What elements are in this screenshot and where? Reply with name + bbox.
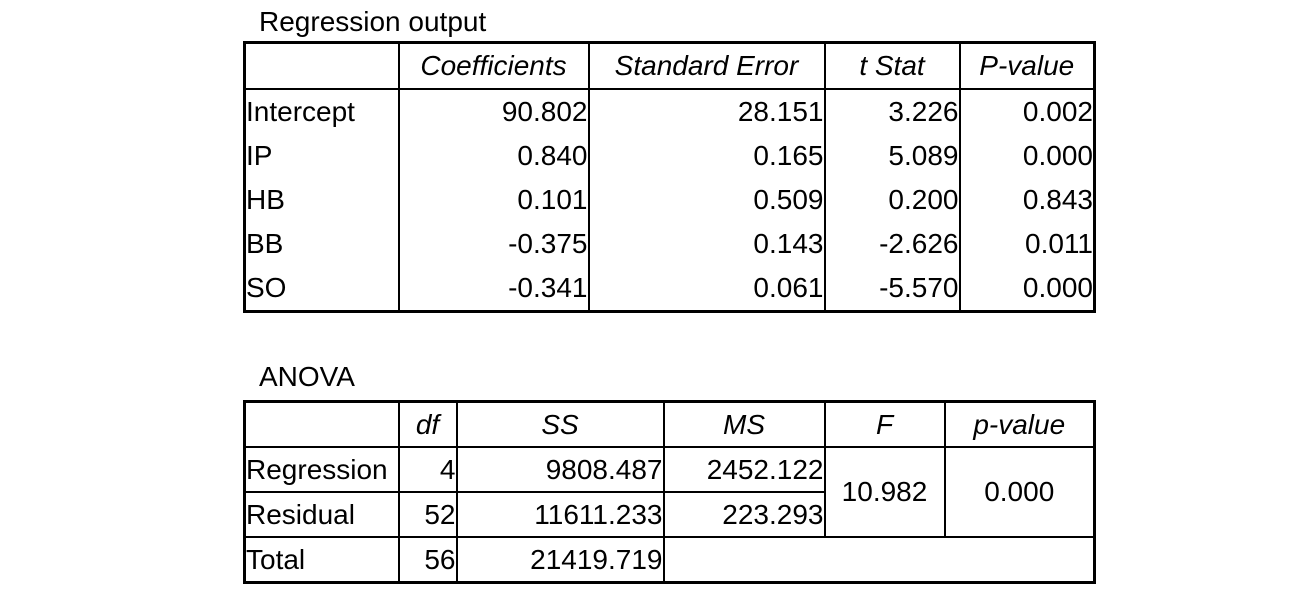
row-label: HB bbox=[246, 184, 285, 215]
row-label: BB bbox=[246, 228, 284, 259]
row-label: SO bbox=[246, 272, 287, 303]
coefficient-cell: 0.101 bbox=[397, 178, 589, 222]
coefficient-cell: 0.840 bbox=[397, 134, 589, 178]
row-label: Regression bbox=[246, 453, 388, 485]
table-row: Regression 4 9808.487 2452.122 10.982 0.… bbox=[245, 447, 1095, 537]
standard-error-cell: 0.509 bbox=[587, 178, 825, 222]
p-value-cell: 0.002 bbox=[958, 89, 1095, 134]
f-value-cell-merged: 10.982 bbox=[823, 447, 945, 537]
df-cell: 52 bbox=[397, 491, 457, 537]
standard-error-cell: 0.143 bbox=[587, 222, 825, 266]
table-row: Total 56 21419.719 bbox=[244, 536, 1095, 583]
column-header-ss: SS bbox=[455, 401, 664, 448]
column-header-blank bbox=[244, 42, 399, 90]
column-header-p-value: P-value bbox=[958, 42, 1095, 90]
column-header-blank bbox=[244, 401, 399, 448]
regression-table: Coefficients Standard Error t Stat P-val… bbox=[243, 41, 1096, 313]
column-header-f: F bbox=[823, 401, 945, 448]
ss-cell: 11611.233 bbox=[455, 491, 664, 537]
ss-cell: 21419.719 bbox=[455, 536, 664, 583]
column-header-standard-error: Standard Error bbox=[587, 42, 825, 90]
p-value-cell: 0.843 bbox=[958, 178, 1095, 222]
t-stat-cell: 3.226 bbox=[823, 89, 960, 134]
row-label: IP bbox=[246, 140, 273, 171]
ms-cell: 2452.122 bbox=[662, 447, 825, 492]
column-header-p-value: p-value bbox=[943, 401, 1095, 448]
df-cell: 56 bbox=[397, 536, 457, 583]
regression-table-title: Regression output bbox=[259, 6, 487, 37]
table-row: Residual 52 11611.233 223.293 bbox=[244, 491, 1095, 537]
t-stat-cell: -2.626 bbox=[823, 222, 960, 266]
table-row: Intercept 90.802 28.151 3.226 0.002 bbox=[245, 89, 1095, 134]
df-cell: 4 bbox=[397, 447, 457, 492]
anova-table: df SS MS F p-value Regression 4 9808.487… bbox=[243, 400, 1096, 584]
t-stat-cell: -5.570 bbox=[823, 266, 960, 312]
table-row: SO -0.341 0.061 -5.570 0.000 bbox=[245, 266, 1095, 312]
ss-cell: 9808.487 bbox=[455, 447, 664, 492]
standard-error-cell: 0.165 bbox=[587, 134, 825, 178]
ms-cell: 223.293 bbox=[662, 491, 825, 537]
p-value-cell: 0.000 bbox=[958, 134, 1095, 178]
row-label: Total bbox=[244, 536, 399, 583]
standard-error-cell: 28.151 bbox=[587, 89, 825, 134]
p-value-cell-merged: 0.000 bbox=[943, 447, 1095, 537]
coefficient-cell: -0.341 bbox=[397, 266, 589, 312]
empty-cell-merged bbox=[662, 536, 1095, 583]
t-stat-cell: 5.089 bbox=[823, 134, 960, 178]
table-row: HB 0.101 0.509 0.200 0.843 bbox=[245, 178, 1095, 222]
anova-header-row: df SS MS F p-value bbox=[244, 401, 1095, 448]
regression-header-row: Coefficients Standard Error t Stat P-val… bbox=[244, 42, 1095, 90]
column-header-coefficients: Coefficients bbox=[397, 42, 589, 90]
column-header-ms: MS bbox=[662, 401, 825, 448]
standard-error-cell: 0.061 bbox=[587, 266, 825, 312]
table-row: BB -0.375 0.143 -2.626 0.011 bbox=[245, 222, 1095, 266]
t-stat-cell: 0.200 bbox=[823, 178, 960, 222]
row-label: Intercept bbox=[246, 96, 355, 127]
p-value-cell: 0.000 bbox=[958, 266, 1095, 312]
column-header-df: df bbox=[397, 401, 457, 448]
row-label: Residual bbox=[244, 491, 399, 537]
p-value-cell: 0.011 bbox=[958, 222, 1095, 266]
coefficient-cell: 90.802 bbox=[397, 89, 589, 134]
column-header-t-stat: t Stat bbox=[823, 42, 960, 90]
table-row: IP 0.840 0.165 5.089 0.000 bbox=[245, 134, 1095, 178]
coefficient-cell: -0.375 bbox=[397, 222, 589, 266]
anova-table-title: ANOVA bbox=[259, 361, 355, 392]
